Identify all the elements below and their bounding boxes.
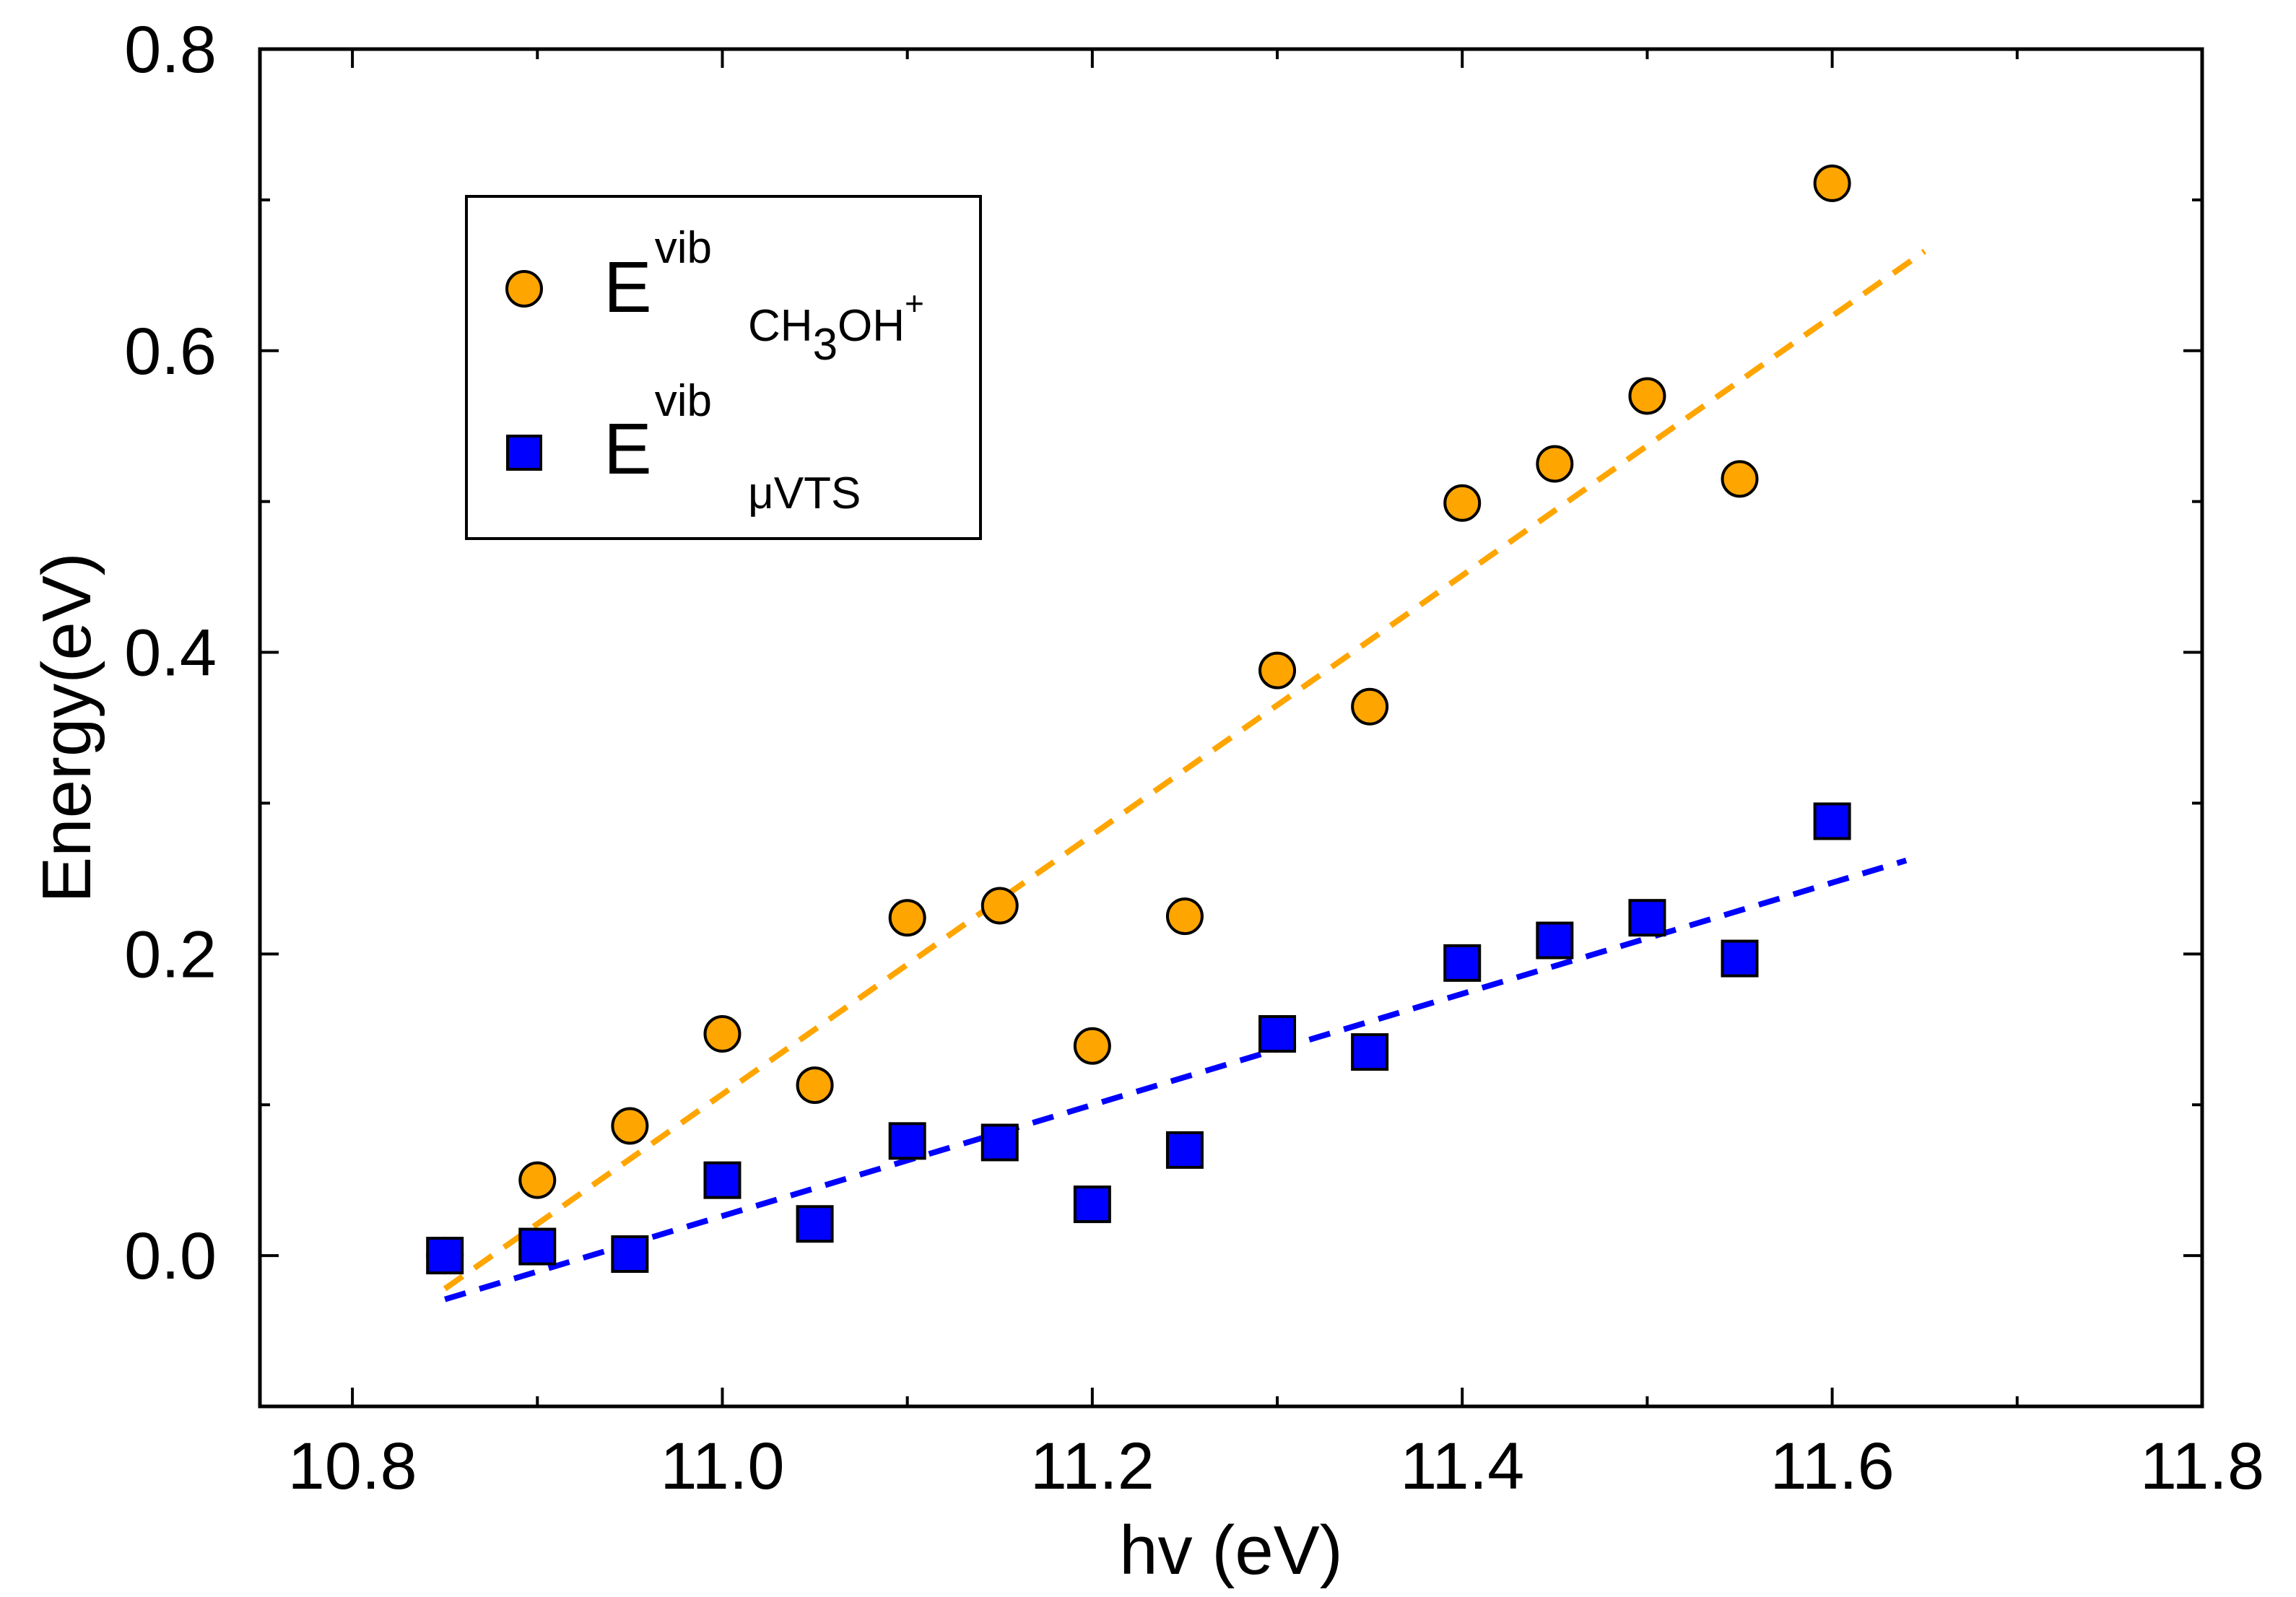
y-axis-title: Energy(eV) [28,552,105,903]
x-tick-label: 11.4 [1400,1430,1524,1503]
y-tick-label: 0.2 [124,918,217,991]
legend-label-ch3oh: E vib CH3OH+ [604,223,924,370]
y-tick-label: 0.4 [124,617,217,690]
x-tick-label: 11.6 [1770,1430,1895,1503]
y-tick-label: 0.6 [124,315,217,388]
point-ch3oh [888,899,926,937]
point-muvts [426,1237,464,1275]
point-muvts [1165,1131,1204,1169]
point-muvts [796,1205,834,1243]
point-muvts [1536,921,1574,959]
point-ch3oh [796,1066,834,1105]
y-tick-label: 0.8 [124,13,217,87]
data-markers [426,164,1851,1275]
plot-frame [258,47,2204,1409]
point-muvts [611,1235,649,1274]
point-muvts [1258,1015,1297,1053]
point-ch3oh [1073,1027,1111,1065]
point-ch3oh [703,1015,742,1053]
point-muvts [1073,1185,1111,1224]
point-ch3oh [1721,460,1759,498]
x-tick-label: 11.2 [1030,1430,1154,1503]
legend: E vib CH3OH+ E vib μVTS [465,195,982,540]
point-ch3oh [980,887,1019,925]
legend-label-muvts: E vib μVTS [604,376,861,518]
point-ch3oh [1165,897,1204,936]
axis-ticks [260,48,2204,1408]
legend-box [465,195,982,540]
y-tick-label: 0.0 [124,1219,217,1293]
point-ch3oh [1813,164,1851,202]
point-muvts [1721,939,1759,978]
point-muvts [1628,899,1666,937]
x-tick-label: 11.0 [660,1430,784,1503]
point-muvts [518,1227,557,1266]
legend-marker-muvts [506,435,542,471]
point-ch3oh [1351,687,1389,726]
point-muvts [980,1123,1019,1162]
point-muvts [703,1161,742,1199]
tick-labels: 10.8 11.0 11.2 11.4 11.6 11.8 0.0 0.2 0.4 0.6 0.8 [124,13,2264,1503]
x-tick-label: 11.8 [2140,1430,2264,1503]
point-muvts [1351,1033,1389,1071]
point-ch3oh [1258,651,1297,689]
point-muvts [888,1122,926,1160]
point-ch3oh [1443,484,1482,522]
point-ch3oh [1536,445,1574,483]
legend-marker-ch3oh [505,270,543,308]
x-tick-label: 10.8 [288,1430,417,1503]
point-ch3oh [518,1161,557,1199]
point-muvts [1443,944,1482,982]
point-muvts [1813,802,1851,840]
point-ch3oh [1628,377,1666,415]
x-axis-title: hv (eV) [1119,1512,1342,1589]
fit-line-ch3oh [443,248,1927,1292]
point-ch3oh [611,1107,649,1145]
